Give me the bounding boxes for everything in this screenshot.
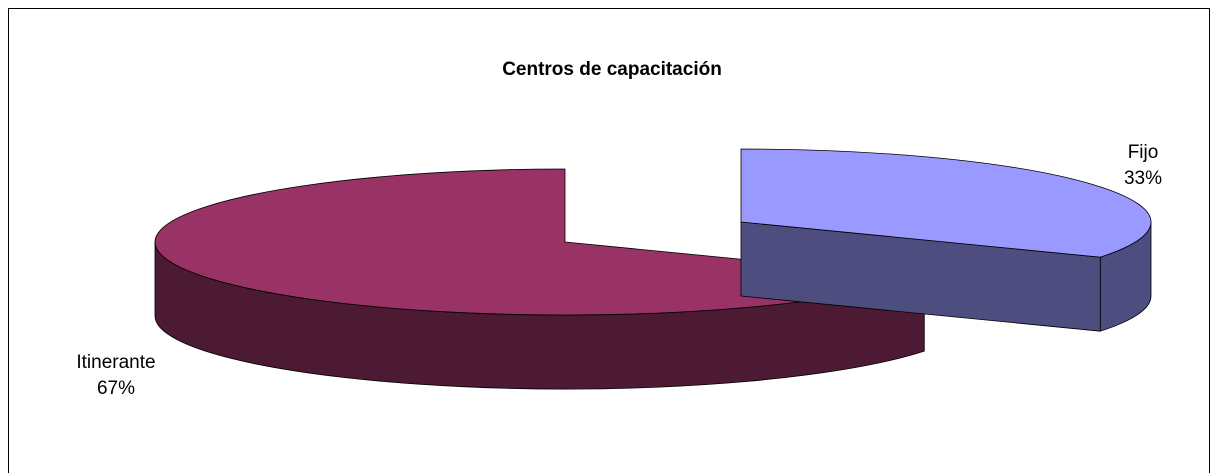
chart-title: Centros de capacitación xyxy=(502,59,722,80)
slice-label-value: 67% xyxy=(97,378,135,399)
slice-label-name: Itinerante xyxy=(76,352,155,373)
slice-top xyxy=(740,148,1152,258)
slice-label-value: 33% xyxy=(1124,168,1162,189)
slice-top xyxy=(154,168,925,316)
slice-label-name: Fijo xyxy=(1128,142,1159,163)
